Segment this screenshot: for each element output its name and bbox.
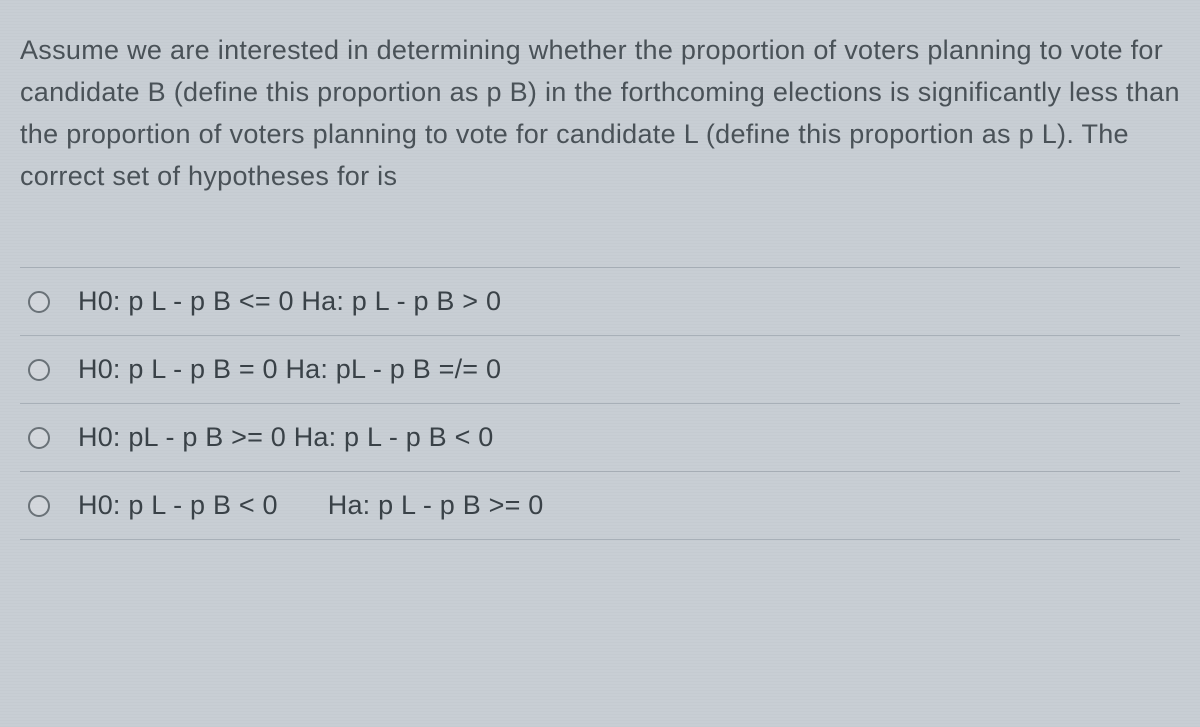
option-row[interactable]: H0: p L - p B <= 0 Ha: p L - p B > 0 bbox=[20, 267, 1180, 335]
radio-icon[interactable] bbox=[28, 495, 50, 517]
radio-icon[interactable] bbox=[28, 427, 50, 449]
option-label: H0: p L - p B < 0 Ha: p L - p B >= 0 bbox=[78, 490, 544, 521]
radio-icon[interactable] bbox=[28, 359, 50, 381]
option-label: H0: pL - p B >= 0 Ha: p L - p B < 0 bbox=[78, 422, 493, 453]
question-prompt: Assume we are interested in determining … bbox=[20, 30, 1180, 197]
option-row[interactable]: H0: p L - p B < 0 Ha: p L - p B >= 0 bbox=[20, 471, 1180, 540]
option-label-h0: H0: p L - p B < 0 bbox=[78, 490, 278, 520]
option-row[interactable]: H0: pL - p B >= 0 Ha: p L - p B < 0 bbox=[20, 403, 1180, 471]
radio-icon[interactable] bbox=[28, 291, 50, 313]
option-label: H0: p L - p B = 0 Ha: pL - p B =/= 0 bbox=[78, 354, 501, 385]
option-label-ha: Ha: p L - p B >= 0 bbox=[328, 490, 544, 520]
options-list: H0: p L - p B <= 0 Ha: p L - p B > 0 H0:… bbox=[20, 267, 1180, 540]
option-label: H0: p L - p B <= 0 Ha: p L - p B > 0 bbox=[78, 286, 501, 317]
option-row[interactable]: H0: p L - p B = 0 Ha: pL - p B =/= 0 bbox=[20, 335, 1180, 403]
